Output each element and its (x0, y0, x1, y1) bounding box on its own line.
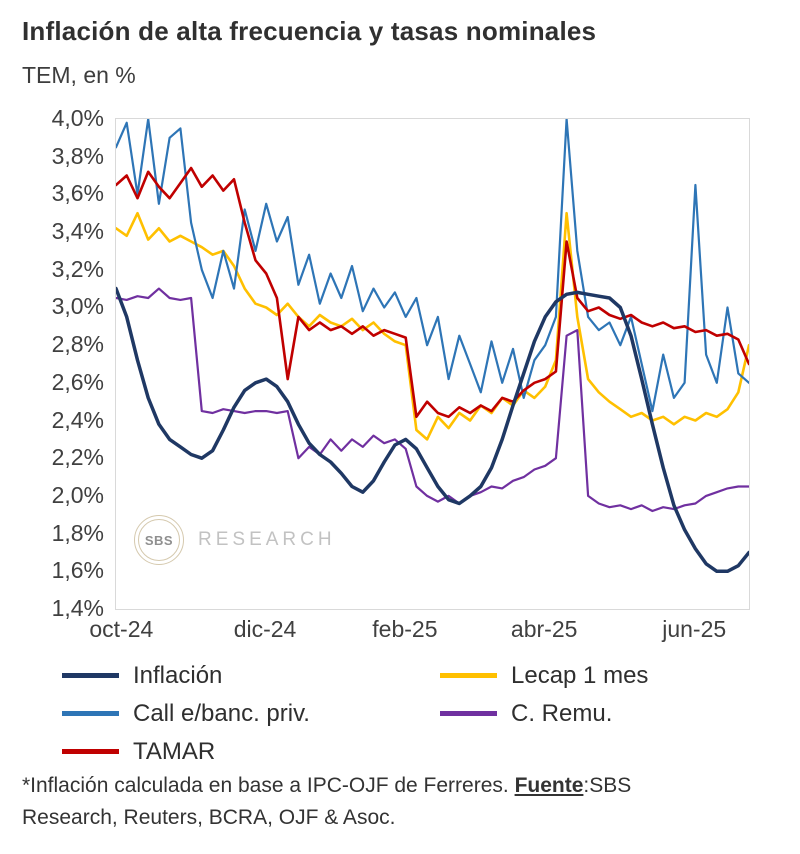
watermark-brand-text: RESEARCH (198, 529, 336, 550)
y-tick-label: 3,8% (51, 142, 104, 169)
sbs-logo-icon: SBS (134, 515, 184, 565)
x-tick-label: jun-25 (662, 616, 727, 642)
source-footnote: *Inflación calculada en base a IPC-OJF d… (22, 770, 774, 833)
series-line-4 (116, 166, 749, 419)
x-tick-label: oct-24 (89, 616, 154, 642)
legend-item-lecap: Lecap 1 mes (440, 660, 762, 691)
footnote-text: Research, Reuters, BCRA, OJF & Asoc. (22, 805, 396, 829)
series-line-2 (116, 119, 749, 413)
plot-area: SBS RESEARCH (115, 118, 750, 610)
x-axis-tick-labels: oct-24 dic-24 feb-25 abr-25 jun-25 (89, 616, 748, 648)
legend-label: TAMAR (133, 737, 216, 765)
y-axis-tick-labels: 4,0% 3,8% 3,6% 3,4% 3,2% 3,0% 2,8% 2,6% … (0, 103, 104, 623)
legend-swatch-lecap (440, 673, 497, 678)
legend-swatch-inflacion (62, 673, 119, 678)
y-tick-label: 2,4% (51, 406, 104, 433)
chart-plot (116, 119, 749, 574)
x-tick-label: dic-24 (233, 616, 297, 642)
legend-swatch-cremu (440, 711, 497, 716)
x-tick-label: feb-25 (372, 616, 438, 642)
footnote-source-label: Fuente (514, 774, 584, 797)
y-tick-label: 1,8% (51, 519, 104, 546)
chart-units-subtitle: TEM, en % (22, 62, 136, 88)
legend-label: C. Remu. (511, 699, 613, 727)
legend-label: Lecap 1 mes (511, 661, 649, 689)
legend-item-tamar: TAMAR (62, 736, 440, 767)
watermark-logo-text: SBS (144, 532, 174, 548)
series-line-0 (116, 286, 749, 574)
legend-swatch-call (62, 711, 119, 716)
footnote-text: *Inflación calculada en base a IPC-OJF d… (22, 774, 515, 797)
legend-label: Inflación (133, 661, 223, 689)
sbs-research-watermark: SBS RESEARCH (134, 515, 336, 565)
series-line-1 (116, 211, 749, 441)
y-tick-label: 3,0% (51, 293, 104, 320)
legend-label: Call e/banc. priv. (133, 699, 310, 727)
legend-item-cremu: C. Remu. (440, 698, 762, 729)
y-tick-label: 4,0% (51, 105, 104, 131)
chart-legend: Inflación Lecap 1 mes Call e/banc. priv.… (62, 660, 762, 767)
y-tick-label: 3,2% (51, 255, 104, 282)
chart-title: Inflación de alta frecuencia y tasas nom… (22, 16, 597, 46)
series-line-3 (116, 287, 749, 513)
x-tick-label: abr-25 (510, 616, 578, 642)
y-tick-label: 2,0% (51, 481, 104, 508)
y-tick-label: 3,4% (51, 218, 104, 245)
y-tick-label: 2,2% (51, 444, 104, 471)
legend-swatch-tamar (62, 749, 119, 754)
y-tick-label: 2,8% (51, 331, 104, 358)
y-tick-label: 1,6% (51, 557, 104, 584)
y-tick-label: 3,6% (51, 180, 104, 207)
legend-item-call: Call e/banc. priv. (62, 698, 440, 729)
footnote-text: :SBS (583, 774, 632, 797)
y-tick-label: 2,6% (51, 368, 104, 395)
y-tick-label: 1,4% (51, 594, 104, 621)
legend-item-inflacion: Inflación (62, 660, 440, 691)
